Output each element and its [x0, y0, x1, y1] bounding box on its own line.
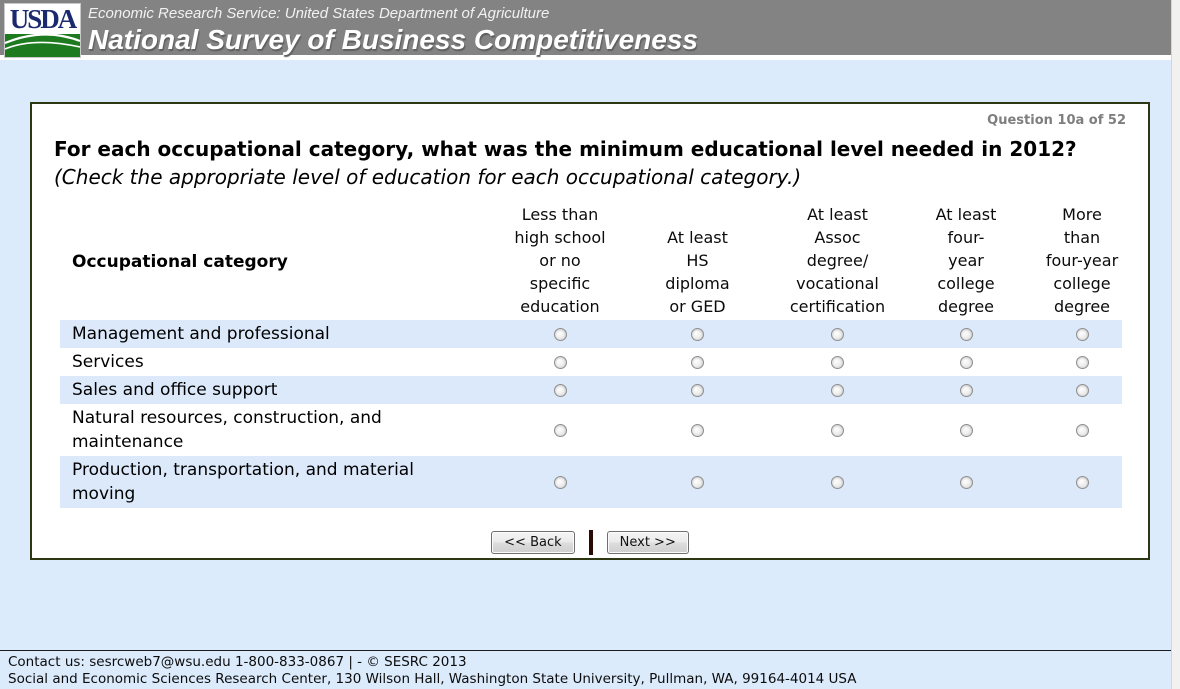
question-text: For each occupational category, what was…: [54, 135, 1114, 191]
radio-cell: [765, 348, 910, 376]
survey-title: National Survey of Business Competitiven…: [88, 24, 698, 55]
radio-cell: [490, 404, 630, 456]
education-radio[interactable]: [831, 327, 844, 341]
radio-cell: [490, 456, 630, 508]
usda-logo: USDA: [4, 3, 81, 58]
table-row: Natural resources, construction, and mai…: [60, 404, 1122, 456]
education-radio[interactable]: [959, 383, 973, 397]
radio-cell: [630, 404, 765, 456]
education-radio[interactable]: [553, 475, 567, 489]
radio-cell: [910, 320, 1022, 348]
radio-cell: [1022, 348, 1142, 376]
column-header: Less than high school or no specific edu…: [514, 205, 606, 316]
radio-cell: [910, 456, 1022, 508]
radio-cell: [1022, 456, 1142, 508]
education-radio[interactable]: [959, 423, 973, 437]
agency-subtitle: Economic Research Service: United States…: [88, 5, 550, 22]
education-radio[interactable]: [1075, 355, 1089, 369]
usda-logo-text: USDA: [9, 3, 78, 34]
education-radio[interactable]: [691, 355, 704, 369]
education-radio[interactable]: [691, 475, 704, 489]
next-button[interactable]: Next >>: [606, 531, 689, 554]
education-radio[interactable]: [959, 355, 973, 369]
education-radio[interactable]: [831, 383, 844, 397]
table-row: Sales and office support: [60, 376, 1122, 404]
education-radio[interactable]: [831, 423, 844, 437]
education-radio[interactable]: [553, 383, 567, 397]
education-radio[interactable]: [959, 475, 973, 489]
education-radio[interactable]: [553, 423, 567, 437]
education-table: Occupational category Less than high sch…: [60, 203, 1122, 508]
radio-cell: [765, 456, 910, 508]
row-label: Sales and office support: [72, 380, 278, 400]
column-header: At least Assoc degree/ vocational certif…: [789, 205, 886, 316]
usda-field-icon: [5, 34, 80, 57]
education-radio[interactable]: [959, 327, 973, 341]
education-radio[interactable]: [1075, 327, 1089, 341]
education-radio[interactable]: [831, 355, 844, 369]
radio-cell: [910, 404, 1022, 456]
header-bar: USDA Economic Research Service: United S…: [0, 0, 1180, 60]
radio-cell: [765, 376, 910, 404]
radio-cell: [910, 376, 1022, 404]
footer: Contact us: sesrcweb7@wsu.edu 1-800-833-…: [0, 650, 1180, 689]
occupational-category-header: Occupational category: [72, 251, 288, 272]
education-radio[interactable]: [1075, 423, 1089, 437]
column-header: At least four- year college degree: [935, 205, 997, 316]
table-row: Production, transportation, and material…: [60, 456, 1122, 508]
radio-cell: [765, 404, 910, 456]
footer-address-line: Social and Economic Sciences Research Ce…: [8, 671, 857, 687]
button-separator: [588, 530, 593, 555]
education-radio[interactable]: [691, 327, 704, 341]
question-panel: Question 10a of 52 For each occupational…: [30, 102, 1150, 560]
radio-cell: [630, 456, 765, 508]
radio-cell: [1022, 376, 1142, 404]
radio-cell: [490, 348, 630, 376]
navigation-buttons: << Back Next >>: [54, 530, 1126, 555]
education-radio[interactable]: [831, 475, 844, 489]
education-radio[interactable]: [1075, 383, 1089, 397]
education-radio[interactable]: [553, 327, 567, 341]
radio-cell: [490, 320, 630, 348]
education-radio[interactable]: [691, 423, 704, 437]
footer-contact-line: Contact us: sesrcweb7@wsu.edu 1-800-833-…: [8, 654, 467, 670]
row-label: Production, transportation, and material…: [72, 460, 414, 504]
question-main: For each occupational category, what was…: [54, 137, 1077, 161]
radio-cell: [1022, 320, 1142, 348]
radio-cell: [1022, 404, 1142, 456]
table-header-row: Occupational category Less than high sch…: [60, 203, 1122, 320]
column-header: At least HS diploma or GED: [665, 228, 730, 316]
radio-cell: [490, 376, 630, 404]
radio-cell: [630, 376, 765, 404]
radio-cell: [910, 348, 1022, 376]
radio-cell: [765, 320, 910, 348]
table-row: Management and professional: [60, 320, 1122, 348]
radio-cell: [630, 320, 765, 348]
question-progress: Question 10a of 52: [987, 113, 1126, 128]
education-radio[interactable]: [553, 355, 567, 369]
education-radio[interactable]: [691, 383, 704, 397]
row-label: Services: [72, 352, 144, 372]
scrollbar[interactable]: [1171, 0, 1180, 689]
radio-cell: [630, 348, 765, 376]
education-radio[interactable]: [1075, 475, 1089, 489]
back-button[interactable]: << Back: [491, 531, 575, 554]
question-instruction: (Check the appropriate level of educatio…: [54, 165, 802, 189]
table-row: Services: [60, 348, 1122, 376]
row-label: Management and professional: [72, 324, 330, 344]
row-label: Natural resources, construction, and mai…: [72, 408, 382, 452]
column-header: More than four-year college degree: [1045, 205, 1119, 316]
